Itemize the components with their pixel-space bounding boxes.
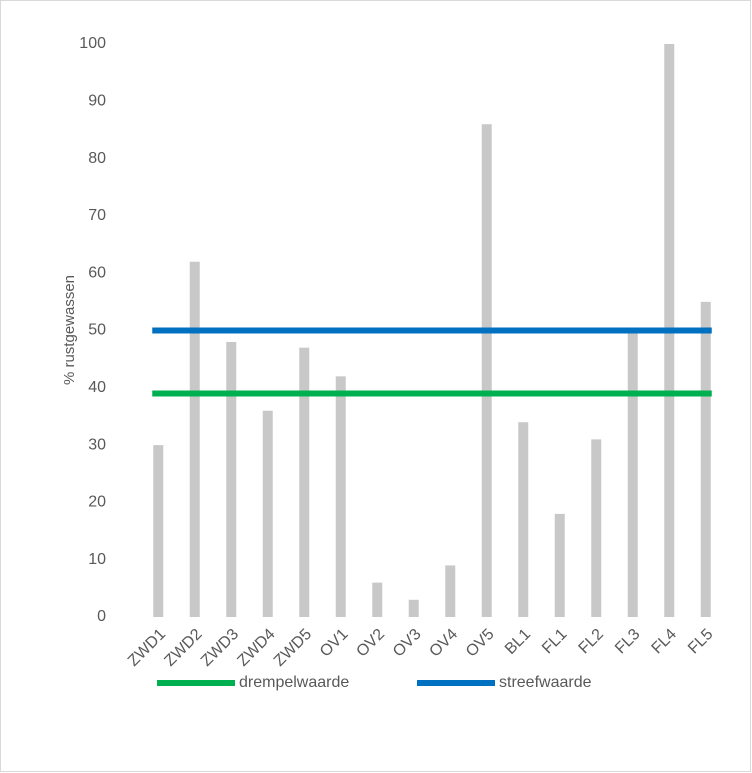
bar [481, 124, 492, 617]
bar [591, 439, 602, 617]
y-tick-label: 50 [88, 322, 106, 339]
bar [627, 330, 638, 617]
bar [262, 410, 273, 617]
legend-label: drempelwaarde [239, 674, 349, 691]
bar [372, 582, 383, 617]
y-tick-label: 60 [88, 264, 106, 281]
legend-label: streefwaarde [499, 674, 592, 691]
y-tick-label: 80 [88, 150, 106, 167]
y-tick-label: 30 [88, 436, 106, 453]
y-tick-label: 90 [88, 93, 106, 110]
y-tick-label: 0 [97, 608, 106, 625]
bar [189, 261, 200, 617]
bar [299, 347, 310, 617]
bar [554, 513, 565, 617]
y-tick-label: 10 [88, 551, 106, 568]
bar [335, 376, 346, 617]
y-tick-label: 20 [88, 494, 106, 511]
bar [445, 565, 456, 617]
bar [226, 341, 237, 617]
y-axis-label: % rustgewassen [61, 275, 78, 385]
y-tick-label: 100 [79, 35, 106, 52]
bar [518, 422, 529, 617]
bar [408, 599, 419, 617]
bar [153, 445, 164, 617]
y-tick-label: 70 [88, 207, 106, 224]
bar [700, 301, 711, 617]
y-tick-label: 40 [88, 379, 106, 396]
